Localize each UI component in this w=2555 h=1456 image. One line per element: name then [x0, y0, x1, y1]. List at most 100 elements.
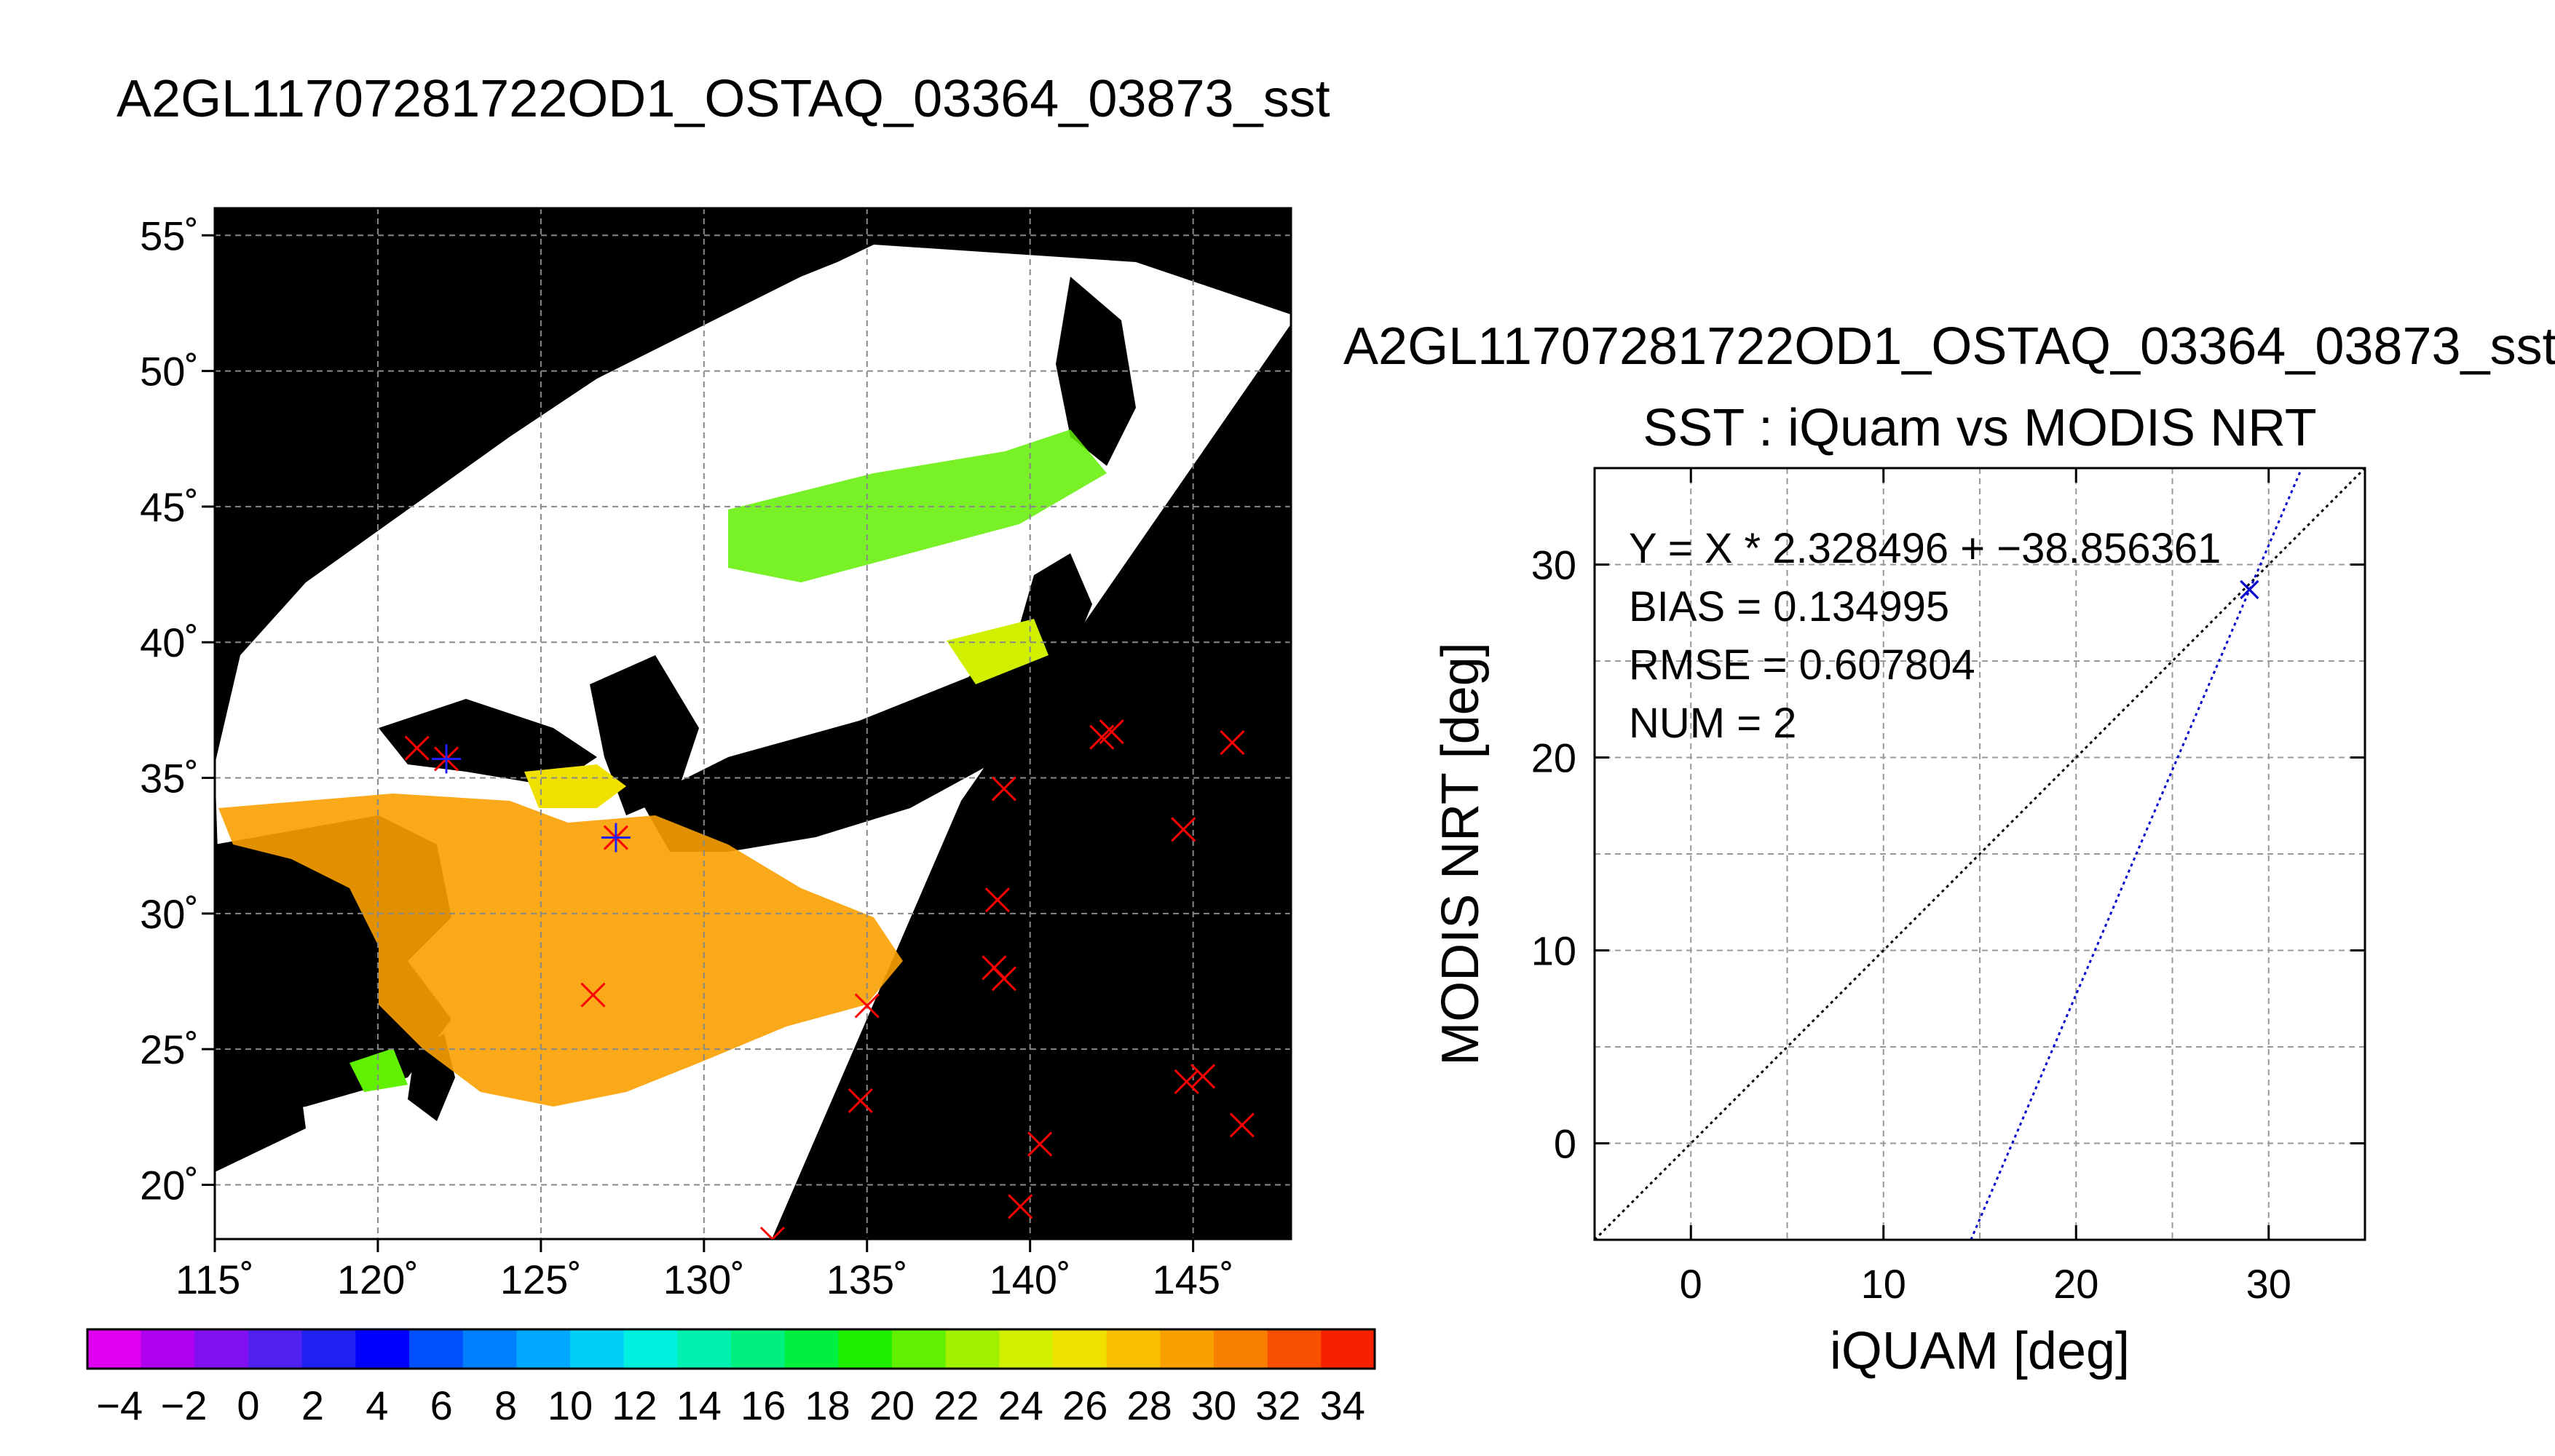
regression-line [1970, 468, 2303, 1240]
colorbar-tick-label: 30 [1191, 1382, 1236, 1428]
marker-stroke [1220, 730, 1245, 756]
marker-stroke [1171, 817, 1196, 842]
marker-stroke [991, 776, 1016, 802]
sst-green-region [728, 430, 1107, 582]
scatter-lines [1595, 468, 2365, 1240]
map-lat-tick-label: 40˚ [140, 620, 199, 665]
buoy-marker-red [1229, 1112, 1255, 1138]
scatter-point-stroke [2240, 579, 2259, 600]
map-lon-tick-label: 140˚ [990, 1257, 1071, 1302]
buoy-marker-red [854, 993, 880, 1018]
marker-stroke [854, 993, 880, 1018]
buoy-marker-red [1008, 1194, 1033, 1219]
scatter-y-tick-label: 30 [1531, 542, 1576, 588]
scatter-annotation: NUM = 2 [1629, 700, 1796, 747]
scatter-y-tick-label: 10 [1531, 928, 1576, 974]
colorbar-segment [570, 1329, 625, 1369]
colorbar-tick-label: −2 [161, 1382, 208, 1428]
map-frame [213, 207, 1292, 1241]
map-lat-tick-label: 55˚ [140, 213, 199, 258]
colorbar-tick-label: 10 [548, 1382, 593, 1428]
land-korea [590, 655, 699, 815]
buoy-marker-red [404, 735, 430, 761]
buoy-marker-red [848, 1088, 873, 1114]
colorbar-segment [301, 1329, 356, 1369]
scatter-annotation: Y = X * 2.328496 + −38.856361 [1629, 525, 2221, 572]
marker-stroke [1027, 1131, 1053, 1157]
colorbar-tick-label: 16 [741, 1382, 786, 1428]
scatter-y-tick-label: 0 [1554, 1121, 1576, 1167]
buoy-marker-red [1220, 730, 1245, 756]
marker-stroke [991, 966, 1016, 992]
scatter-annotation: BIAS = 0.134995 [1629, 583, 1949, 630]
sst-green-patch [350, 1048, 408, 1092]
colorbar-segment [409, 1329, 464, 1369]
map-lat-tick-label: 35˚ [140, 756, 199, 802]
colorbar-tick-label: 22 [933, 1382, 979, 1428]
buoy-marker-red [759, 1226, 785, 1239]
map-lat-tick-label: 25˚ [140, 1026, 199, 1072]
marker-stroke [984, 887, 1010, 913]
colorbar-tick-label: 14 [676, 1382, 722, 1428]
colorbar-tick-label: 2 [301, 1382, 324, 1428]
map-lat-tick-label: 30˚ [140, 891, 199, 937]
colorbar-tick-label: −4 [96, 1382, 143, 1428]
buoy-marker-red [1099, 719, 1124, 745]
marker-stroke [848, 1088, 873, 1114]
sst-yellow-sea [524, 764, 626, 808]
scatter-point [2240, 579, 2259, 600]
map-gridlines [214, 208, 1291, 1239]
marker-stroke [1099, 719, 1124, 745]
page-title: A2GL11707281722OD1_OSTAQ_03364_03873_sst [117, 70, 1330, 128]
buoy-marker-red [991, 966, 1016, 992]
scatter-panel: A2GL11707281722OD1_OSTAQ_03364_03873_sst… [1343, 317, 2555, 1380]
colorbar-segment [248, 1329, 303, 1369]
colorbar-segment [1160, 1329, 1215, 1369]
colorbar-tick-label: 34 [1320, 1382, 1365, 1428]
marker-stroke [759, 1226, 774, 1239]
marker-stroke [580, 982, 606, 1008]
colorbar-tick-label: 28 [1126, 1382, 1172, 1428]
scatter-y-axis-label: MODIS NRT [deg] [1431, 642, 1490, 1066]
sst-warm-region [218, 794, 903, 1107]
buoy-marker-red [991, 776, 1016, 802]
colorbar-segment [623, 1329, 678, 1369]
colorbar-tick-label: 12 [612, 1382, 657, 1428]
scatter-x-tick-label: 0 [1680, 1261, 1702, 1307]
colorbar-tick-label: 6 [430, 1382, 453, 1428]
colorbar-segment [1214, 1329, 1268, 1369]
buoy-marker-red [1174, 1069, 1199, 1094]
scatter-frame [1593, 467, 2366, 1241]
map-markers [404, 719, 1255, 1239]
marker-stroke [1174, 1069, 1199, 1094]
colorbar-segment [838, 1329, 893, 1369]
scatter-top-title: A2GL11707281722OD1_OSTAQ_03364_03873_sst [1343, 317, 2555, 376]
colorbar-segment [516, 1329, 571, 1369]
colorbar-tick-label: 24 [998, 1382, 1043, 1428]
marker-stroke [770, 1226, 785, 1239]
map-lon-tick-label: 135˚ [826, 1257, 908, 1302]
map-lat-tick-label: 50˚ [140, 349, 199, 395]
map-layers [215, 208, 1291, 1239]
map-lon-tick-label: 120˚ [337, 1257, 419, 1302]
matchup-marker-blue [601, 823, 631, 852]
colorbar-segment [1267, 1329, 1322, 1369]
colorbar-segment [355, 1329, 410, 1369]
colorbar-segment [1106, 1329, 1161, 1369]
colorbar-segment [892, 1329, 947, 1369]
matchup-marker-blue [431, 744, 461, 774]
buoy-marker-red [1171, 817, 1196, 842]
colorbar-segment [87, 1329, 142, 1369]
colorbar-tick-label: 8 [494, 1382, 517, 1428]
map-lon-tick-label: 115˚ [175, 1257, 254, 1302]
scatter-x-axis-label: iQUAM [deg] [1830, 1322, 2130, 1380]
marker-stroke [1008, 1194, 1033, 1219]
map-panel: 115˚ 120˚ 125˚ 130˚ 135˚ 140˚ 145˚ 55˚ 50˚ 45˚ 40˚… [140, 207, 1292, 1302]
colorbar: −4 −2 0 2 4 6 8 10 12 14 16 18 20 22 24 26 28 30 32 34 [86, 1328, 1376, 1428]
colorbar-segment [462, 1329, 517, 1369]
colorbar-segment [677, 1329, 732, 1369]
colorbar-segment [784, 1329, 839, 1369]
colorbar-tick-label: 0 [237, 1382, 259, 1428]
land-japan [641, 553, 1092, 852]
